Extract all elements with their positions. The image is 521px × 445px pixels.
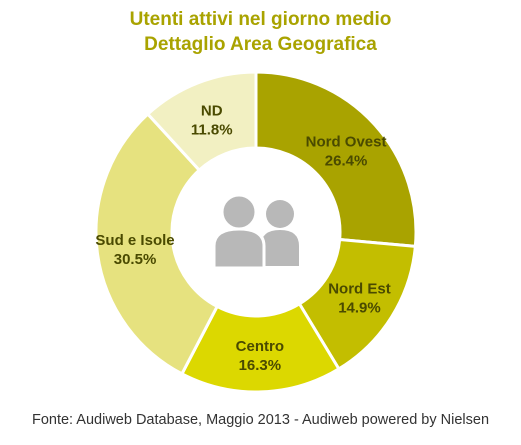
slice-label-value: 26.4% bbox=[325, 153, 368, 170]
source-note: Fonte: Audiweb Database, Maggio 2013 - A… bbox=[31, 412, 490, 428]
chart-title-line-2: Dettaglio Area Geografica bbox=[144, 34, 377, 55]
slice-label-name: Nord Est bbox=[328, 281, 391, 298]
slice-label-value: 11.8% bbox=[191, 121, 233, 138]
slice-label: Nord Est 14.9% bbox=[328, 281, 391, 317]
slice-label-name: Sud e Isole bbox=[95, 232, 174, 249]
slice-label: Sud e Isole 30.5% bbox=[95, 232, 174, 268]
slice-label: ND 11.8% bbox=[191, 102, 233, 138]
slice-label-name: Centro bbox=[236, 338, 284, 355]
slice-label: Centro 16.3% bbox=[236, 338, 284, 374]
slice-label-name: Nord Ovest bbox=[306, 134, 387, 151]
slice-label-value: 14.9% bbox=[338, 300, 381, 317]
slice-label-name: ND bbox=[201, 102, 223, 119]
donut-slices bbox=[94, 70, 418, 394]
slice-label-value: 16.3% bbox=[239, 357, 282, 374]
slice-nd bbox=[145, 70, 258, 173]
slice-label: Nord Ovest 26.4% bbox=[306, 134, 387, 170]
slice-label-value: 30.5% bbox=[114, 251, 157, 268]
slice-labels: Nord Ovest 26.4% Nord Est 14.9% Centro 16.3% S… bbox=[95, 102, 390, 374]
slice-sud-e-isole bbox=[94, 111, 220, 376]
users-icon bbox=[212, 193, 299, 270]
chart-title-line-1: Utenti attivi nel giorno medio bbox=[129, 9, 392, 30]
slice-nord-ovest bbox=[254, 70, 418, 248]
